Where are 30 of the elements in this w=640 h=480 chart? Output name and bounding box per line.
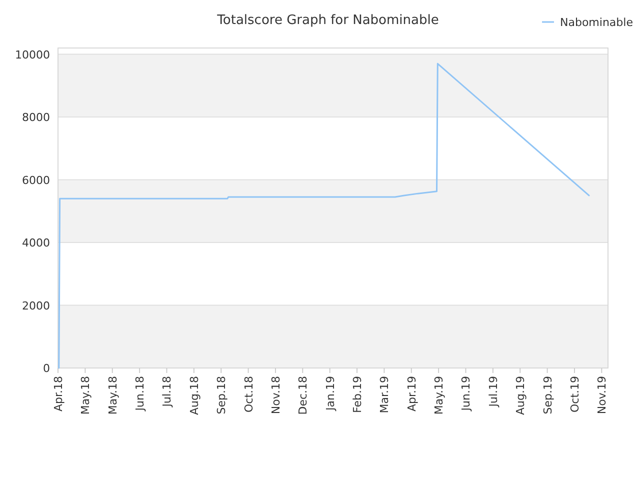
x-tick-label: Sep.19 — [541, 376, 554, 414]
x-tick-label: Mar.19 — [378, 376, 392, 414]
y-tick-label: 10000 — [15, 48, 50, 62]
x-tick-label: Jun.18 — [134, 376, 147, 412]
x-tick-label: Feb.19 — [351, 376, 364, 413]
x-tick-label: Sep.18 — [215, 376, 228, 414]
x-tick-label: May.19 — [432, 376, 446, 415]
x-tick-label: Nov.18 — [269, 376, 282, 414]
x-tick-label: May.18 — [106, 376, 120, 415]
chart-title: Totalscore Graph for Nabominable — [216, 13, 439, 28]
x-tick-label: Jul.18 — [160, 376, 174, 408]
x-tick-label: May.18 — [79, 376, 92, 415]
x-tick-label: Oct.19 — [568, 376, 582, 413]
x-tick-label: Apr.18 — [52, 376, 65, 412]
x-tick-label: Jul.19 — [486, 376, 500, 408]
x-tick-label: Apr.19 — [405, 376, 418, 412]
y-tick-label: 8000 — [22, 111, 50, 124]
x-tick-label: Nov.19 — [596, 376, 609, 414]
x-tick-label: Jun.19 — [460, 376, 473, 412]
y-tick-label: 6000 — [22, 174, 50, 187]
y-tick-label: 0 — [43, 362, 50, 375]
x-tick-label: Dec.18 — [296, 376, 310, 415]
legend-label: Nabominable — [560, 16, 634, 29]
x-tick-label: Aug.18 — [188, 376, 201, 415]
x-tick-label: Oct.18 — [242, 376, 256, 413]
x-tick-label: Jan.19 — [324, 376, 337, 412]
x-tick-label: Aug.19 — [514, 376, 528, 415]
y-tick-label: 4000 — [22, 236, 50, 250]
y-tick-label: 2000 — [22, 299, 50, 312]
line-series — [58, 62, 590, 369]
